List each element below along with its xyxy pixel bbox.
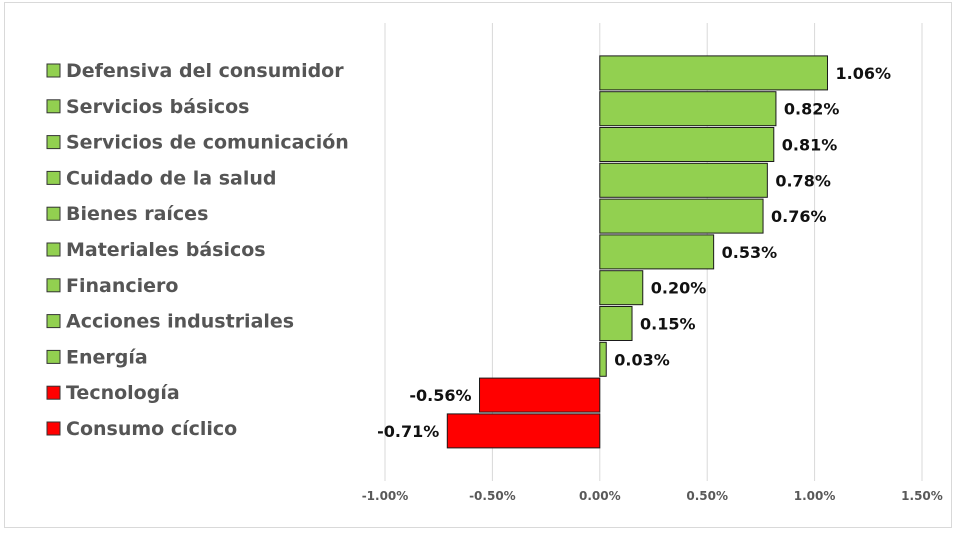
legend-swatch bbox=[46, 206, 61, 221]
legend-swatch bbox=[46, 135, 61, 150]
bar bbox=[599, 198, 764, 234]
x-tick-label: 1.50% bbox=[901, 489, 943, 503]
data-labels: 1.06% 0.82% 0.81% 0.78% 0.76% 0.53% 0.20% 0.15%… bbox=[377, 64, 891, 441]
legend-swatch bbox=[46, 421, 61, 436]
legend-label: Consumo cíclico bbox=[66, 418, 237, 440]
legend-label: Defensiva del consumidor bbox=[66, 60, 344, 82]
x-axis-ticks: -1.00% -0.50% 0.00% 0.50% 1.00% 1.50% bbox=[362, 489, 943, 503]
legend: Defensiva del consumidor Servicios básico… bbox=[46, 60, 349, 440]
sector-performance-chart: 1.06% 0.82% 0.81% 0.78% 0.76% 0.53% 0.20% 0.15%… bbox=[46, 23, 943, 503]
chart-frame: 1.06% 0.82% 0.81% 0.78% 0.76% 0.53% 0.20% 0.15%… bbox=[4, 2, 952, 528]
legend-label: Cuidado de la salud bbox=[66, 167, 277, 189]
legend-swatch bbox=[46, 242, 61, 257]
legend-swatch bbox=[46, 63, 61, 78]
legend-swatch bbox=[46, 278, 61, 293]
bar-value-label: 0.53% bbox=[722, 243, 778, 262]
bar bbox=[599, 270, 644, 306]
legend-label: Materiales básicos bbox=[66, 239, 266, 261]
x-tick-label: -1.00% bbox=[362, 489, 409, 503]
bar-value-label: 0.03% bbox=[614, 350, 670, 369]
bar-value-label: -0.71% bbox=[377, 422, 439, 441]
legend-swatch bbox=[46, 170, 61, 185]
bar-value-label: 0.78% bbox=[775, 171, 831, 190]
legend-label: Acciones industriales bbox=[66, 311, 294, 333]
legend-swatch bbox=[46, 99, 61, 114]
bar bbox=[599, 234, 715, 270]
legend-label: Energía bbox=[66, 346, 148, 368]
bar-value-label: 1.06% bbox=[835, 64, 891, 83]
bar-value-label: 0.20% bbox=[651, 279, 707, 298]
bar bbox=[599, 341, 607, 377]
bar bbox=[599, 306, 633, 341]
bar bbox=[446, 413, 601, 449]
legend-label: Tecnología bbox=[66, 382, 180, 404]
legend-swatch bbox=[46, 314, 61, 329]
x-tick-label: 0.00% bbox=[579, 489, 621, 503]
bars bbox=[446, 55, 828, 449]
bar-value-label: 0.15% bbox=[640, 315, 696, 334]
bar-value-label: 0.82% bbox=[784, 100, 840, 119]
bar bbox=[599, 55, 828, 91]
legend-swatch bbox=[46, 385, 61, 400]
legend-label: Financiero bbox=[66, 275, 178, 297]
bar bbox=[599, 162, 768, 198]
bar bbox=[599, 91, 777, 127]
bar-value-label: 0.81% bbox=[782, 136, 838, 155]
legend-label: Bienes raíces bbox=[66, 203, 208, 225]
x-tick-label: 0.50% bbox=[686, 489, 728, 503]
x-tick-label: 1.00% bbox=[794, 489, 836, 503]
bar bbox=[479, 377, 601, 413]
legend-label: Servicios de comunicación bbox=[66, 132, 349, 154]
bar-value-label: -0.56% bbox=[409, 386, 471, 405]
bar bbox=[599, 127, 775, 162]
legend-label: Servicios básicos bbox=[66, 96, 249, 118]
legend-swatch bbox=[46, 349, 61, 364]
bar-value-label: 0.76% bbox=[771, 207, 827, 226]
x-tick-label: -0.50% bbox=[469, 489, 516, 503]
